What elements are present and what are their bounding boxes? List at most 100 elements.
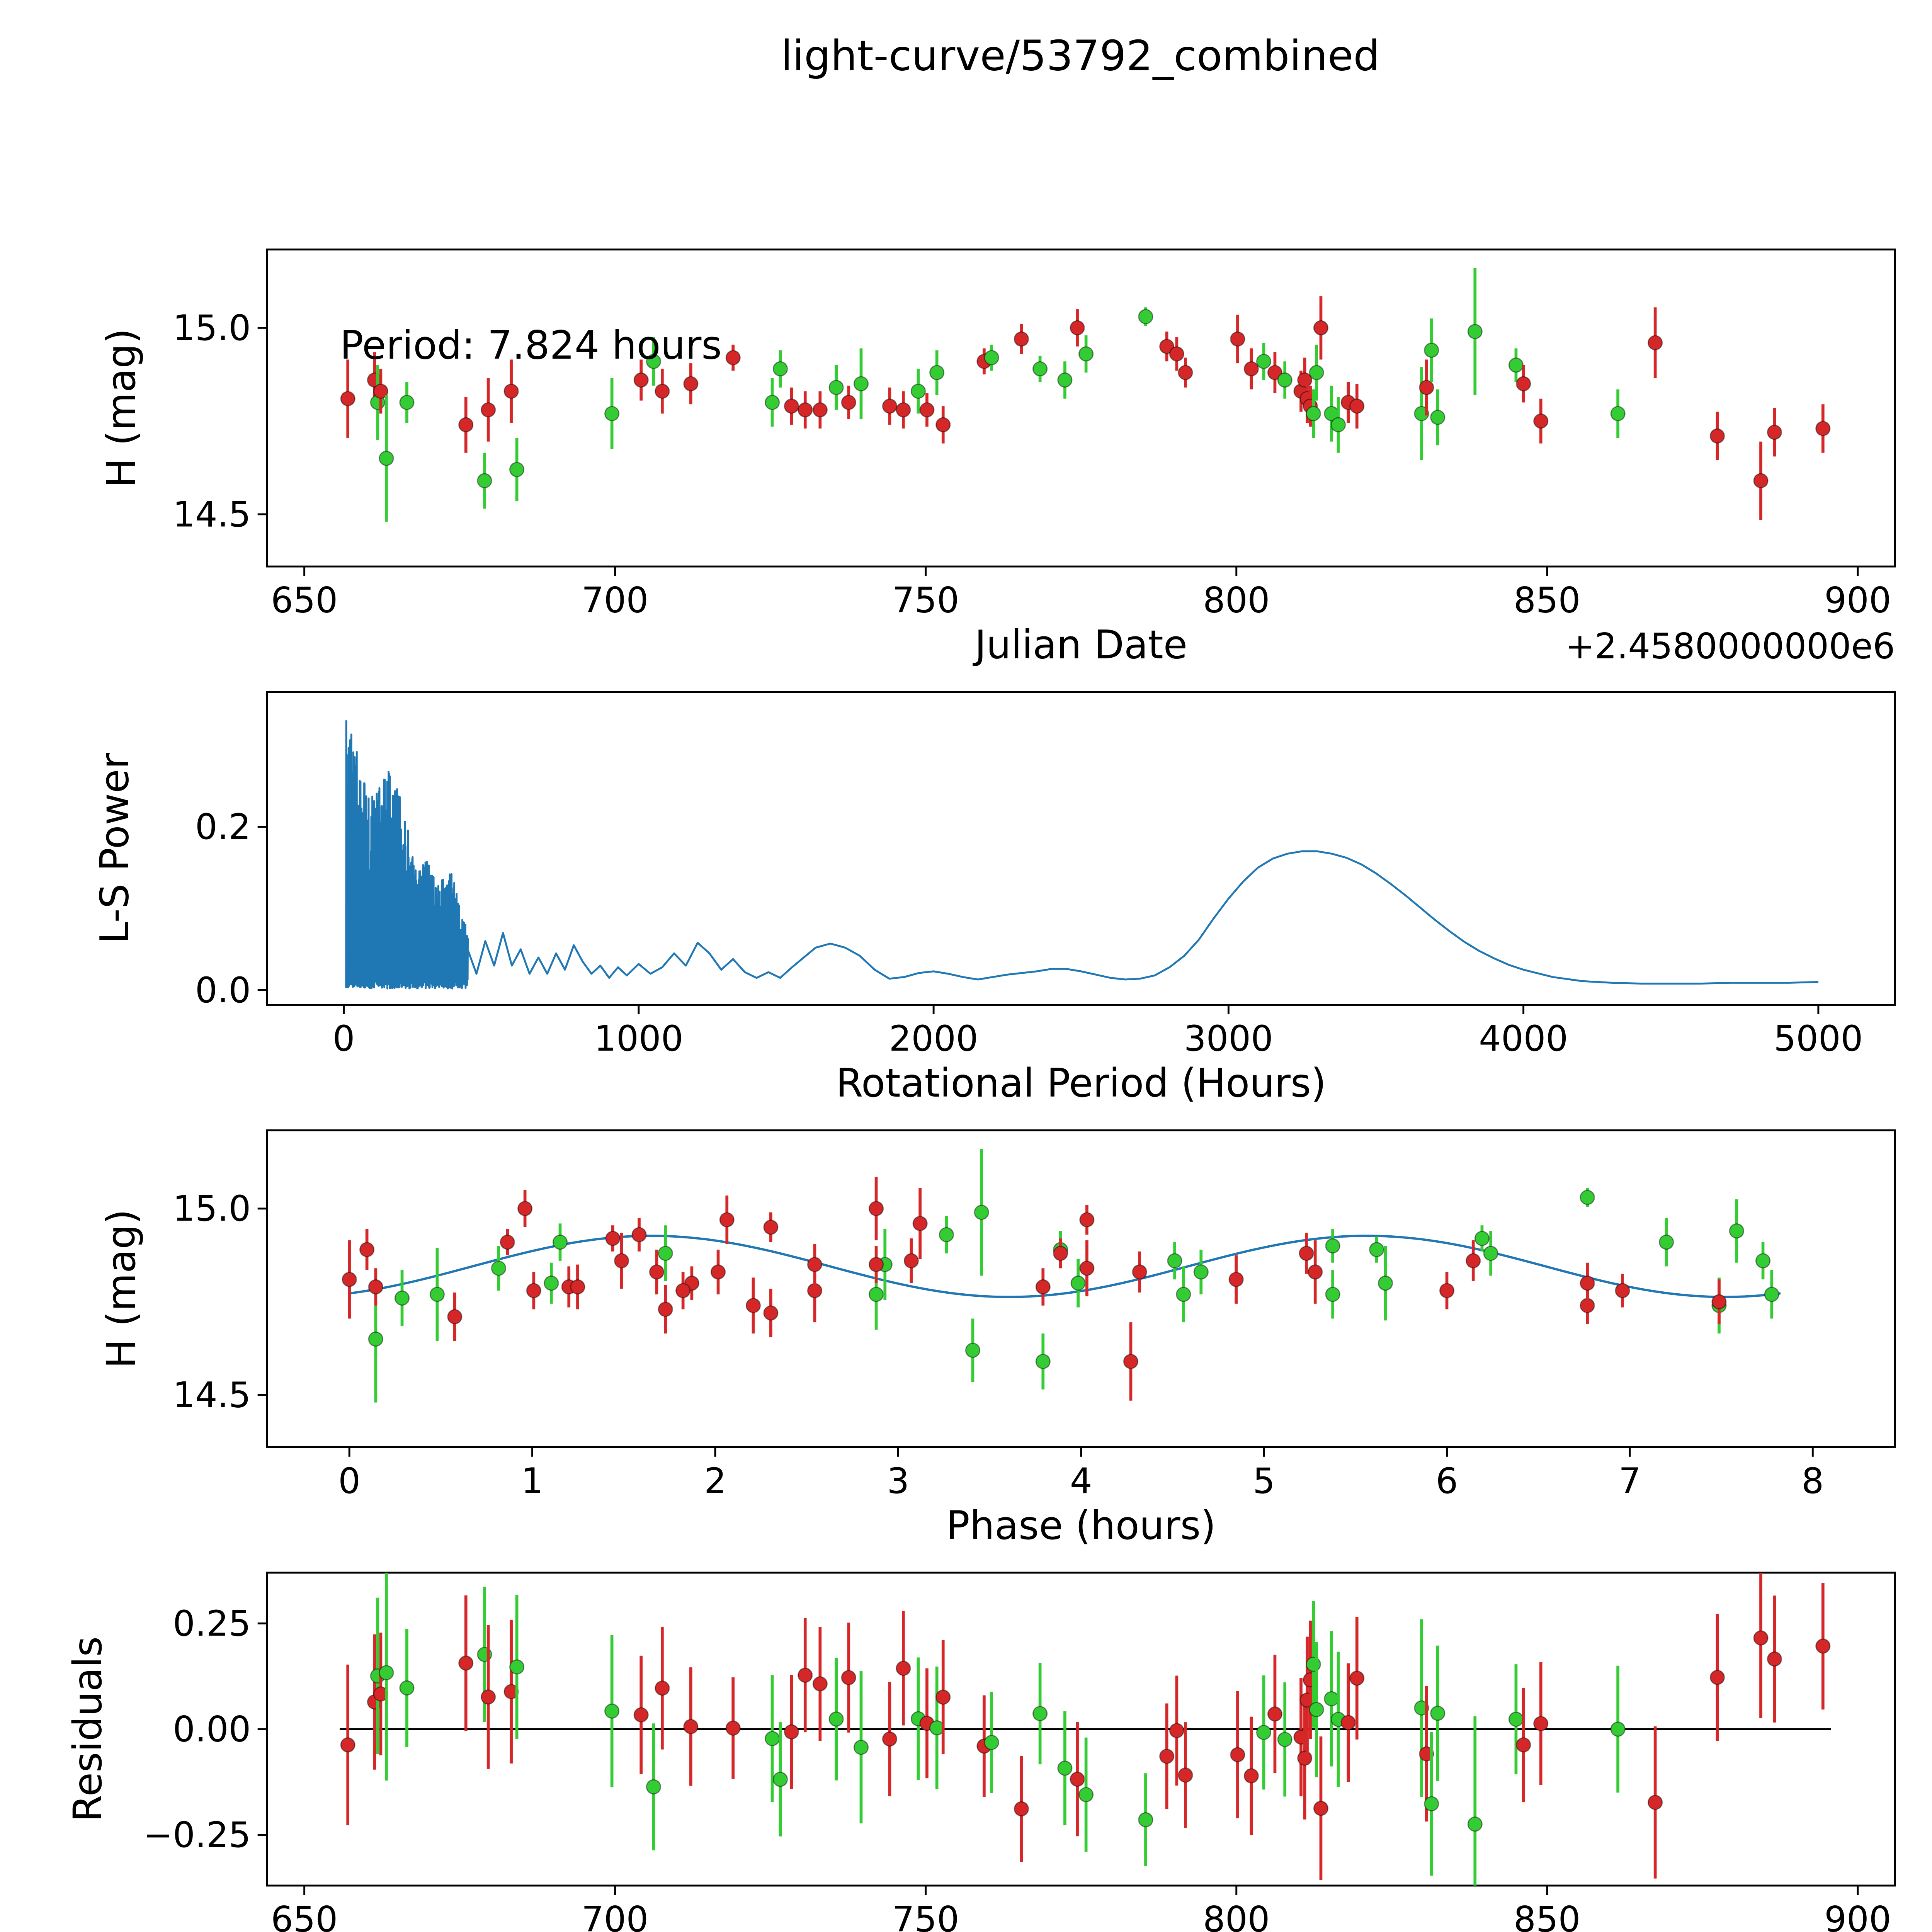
data-point [633, 1707, 649, 1723]
data-point [1267, 1706, 1283, 1722]
data-point [1474, 1231, 1490, 1246]
x-tick-label: 650 [271, 1900, 338, 1932]
data-point [1508, 357, 1524, 373]
x-tick-label: 700 [582, 580, 648, 621]
chart-title: light-curve/53792_combined [781, 32, 1380, 80]
x-tick-label: 750 [892, 1900, 959, 1932]
y-tick-label: 15.0 [173, 308, 251, 349]
data-point [763, 1219, 779, 1235]
data-point [1378, 1276, 1393, 1291]
data-point [1057, 1760, 1073, 1776]
data-point [1466, 1253, 1481, 1269]
data-point [658, 1246, 673, 1261]
data-point [1369, 1242, 1384, 1257]
axes-frame [266, 248, 1896, 568]
y-tick-label: −0.25 [143, 1815, 251, 1855]
data-point [1159, 339, 1175, 354]
x-axis-label: Phase (hours) [946, 1503, 1216, 1548]
data-point [570, 1279, 585, 1295]
data-point [1516, 376, 1531, 391]
data-point [1256, 1725, 1272, 1740]
data-point [1079, 1260, 1095, 1276]
data-point [340, 391, 355, 406]
data-point [1815, 421, 1831, 436]
data-point [1483, 1246, 1498, 1261]
data-point [1349, 398, 1365, 414]
data-point [1014, 331, 1029, 347]
data-point [974, 1204, 989, 1220]
data-point [965, 1342, 981, 1358]
x-tick-label: 3 [887, 1461, 909, 1502]
data-point [841, 395, 856, 410]
data-point [896, 402, 911, 418]
data-point [646, 1779, 661, 1794]
data-point [1424, 342, 1439, 358]
data-point [1178, 1767, 1193, 1783]
data-point [984, 1735, 999, 1750]
data-point [841, 1670, 856, 1685]
data-point [1340, 1715, 1356, 1730]
x-axis-offset-label: +2.4580000000e6 [1565, 626, 1895, 667]
data-point [853, 376, 869, 391]
panel-1: 650 700 750 800 850 900 14.5 15.0 Julian Date +2.… [99, 248, 1896, 667]
data-point [517, 1201, 533, 1216]
data-point [1014, 1801, 1029, 1816]
data-point [1309, 365, 1324, 380]
y-tick-label: 0.25 [173, 1604, 251, 1644]
data-point [745, 1298, 761, 1313]
data-point [1767, 1651, 1782, 1667]
data-point [491, 1260, 507, 1276]
data-point [807, 1283, 823, 1298]
data-point [1439, 1283, 1455, 1298]
data-point [798, 402, 813, 418]
data-point [772, 361, 788, 377]
y-tick-label: 0.2 [195, 807, 251, 847]
plot-area [345, 720, 1818, 990]
data-point [919, 402, 935, 418]
data-point [935, 417, 951, 432]
data-point [1709, 428, 1725, 444]
x-tick-label: 6 [1436, 1461, 1458, 1502]
data-point [481, 402, 496, 418]
data-point [340, 1737, 355, 1753]
data-point [1297, 1750, 1313, 1766]
data-point [500, 1235, 515, 1250]
data-point [1299, 1246, 1314, 1261]
data-point [812, 1676, 828, 1692]
data-point [1467, 324, 1483, 339]
data-point [784, 1724, 799, 1740]
data-point [1330, 417, 1346, 432]
data-point [1078, 346, 1094, 362]
data-point [683, 1719, 699, 1734]
data-point [1243, 1768, 1259, 1784]
data-point [896, 1661, 911, 1676]
data-point [1243, 361, 1259, 377]
data-point [828, 1711, 844, 1727]
y-tick-label: 14.5 [173, 494, 251, 535]
data-point [807, 1257, 823, 1272]
data-point [1815, 1638, 1831, 1654]
data-point [1659, 1235, 1674, 1250]
data-point [509, 462, 525, 477]
periodogram-line [345, 720, 1818, 990]
data-point [763, 1305, 779, 1321]
data-point [399, 1680, 415, 1696]
data-point [912, 1216, 928, 1231]
data-point [1167, 1253, 1182, 1269]
x-tick-label: 7 [1619, 1461, 1641, 1502]
x-tick-label: 800 [1203, 580, 1270, 621]
data-point [1324, 1691, 1339, 1706]
data-point [526, 1283, 541, 1298]
data-point [719, 1212, 735, 1228]
data-point [1764, 1287, 1779, 1302]
data-point [1070, 320, 1085, 335]
data-point [1132, 1264, 1147, 1280]
data-point [1313, 320, 1329, 335]
x-tick-label: 5 [1253, 1461, 1275, 1502]
data-point [646, 354, 661, 369]
data-point [868, 1287, 884, 1302]
data-point [631, 1227, 647, 1242]
data-point [784, 398, 799, 414]
x-axis-label: Julian Date [972, 622, 1187, 667]
